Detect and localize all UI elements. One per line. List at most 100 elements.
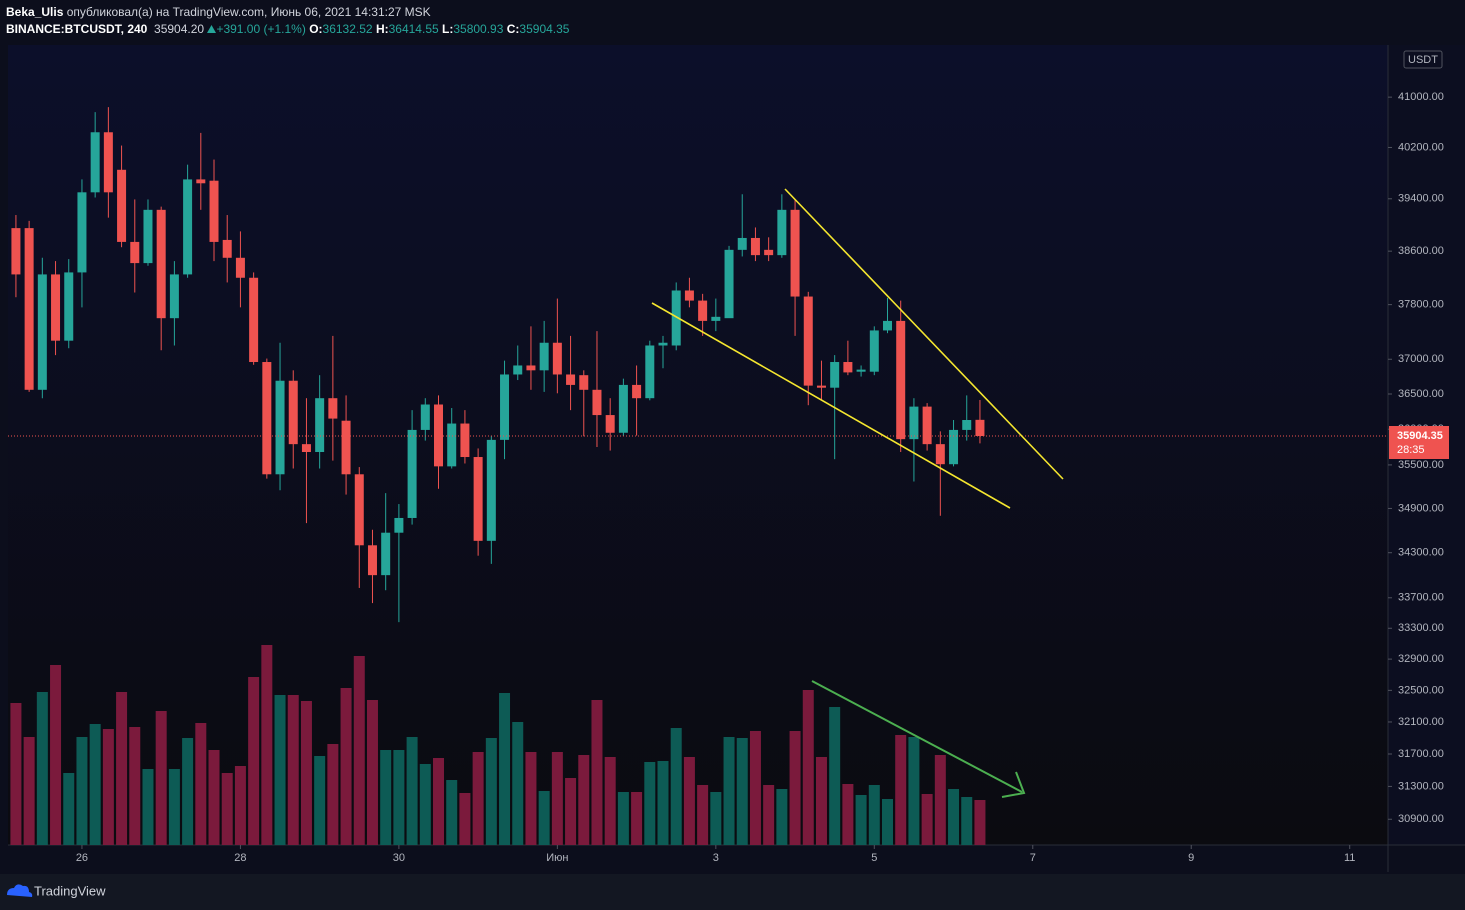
- y-tick-label: 31700.00: [1398, 748, 1444, 760]
- currency-box: [1403, 50, 1443, 69]
- candle-body: [262, 362, 272, 475]
- volume-bar: [287, 695, 299, 845]
- candle-body: [473, 457, 483, 541]
- volume-bar: [129, 727, 141, 845]
- volume-bar: [551, 752, 563, 845]
- volume-bar: [512, 722, 524, 845]
- volume-bar: [749, 731, 761, 845]
- candle-body: [935, 444, 945, 465]
- volume-bar: [472, 752, 484, 845]
- volume-bar: [565, 778, 577, 845]
- y-tick-label: 32100.00: [1398, 716, 1444, 728]
- volume-bar: [327, 744, 339, 845]
- currency: USDT: [1408, 54, 1438, 66]
- drawings: [651, 188, 1064, 798]
- candle-body: [354, 474, 364, 546]
- candle-body: [579, 375, 589, 390]
- volume-bar: [855, 795, 867, 845]
- trend-line: [651, 302, 1011, 509]
- volume-bar: [948, 789, 960, 845]
- volume-bar: [538, 791, 550, 845]
- volume-bar: [419, 764, 431, 845]
- volume-bar: [802, 690, 814, 845]
- trend-arrow: [811, 680, 1023, 793]
- candle-body: [328, 398, 338, 419]
- volume-bar: [868, 785, 880, 845]
- candle-body: [803, 296, 813, 386]
- candle-body: [288, 380, 298, 445]
- candle-body: [447, 423, 457, 467]
- y-tick-label: 31300.00: [1398, 780, 1444, 792]
- y-tick-label: 32900.00: [1398, 653, 1444, 665]
- candle-body: [790, 209, 800, 297]
- x-tick-label: 7: [1030, 852, 1036, 864]
- candle-body: [103, 132, 113, 193]
- volume-bar: [670, 728, 682, 845]
- volume-bar: [182, 738, 194, 845]
- volume-bar: [102, 729, 114, 845]
- header-line: Beka_Ulis опубликовал(а) на TradingView.…: [6, 4, 569, 21]
- candle-body: [420, 404, 430, 430]
- ohlc-key: C:: [506, 22, 520, 36]
- last-price-tag: [1389, 426, 1449, 460]
- volume-bar: [116, 692, 128, 845]
- footer-bar: [0, 874, 1465, 910]
- x-tick-label: 30: [393, 852, 405, 864]
- volume-bar: [168, 769, 180, 845]
- volume-bar: [234, 766, 246, 845]
- volume-bar: [50, 665, 62, 845]
- volume-bar: [36, 692, 48, 845]
- candle-body: [777, 209, 787, 256]
- volume-bar: [710, 792, 722, 845]
- candle-body: [209, 180, 219, 242]
- candle-body: [711, 316, 721, 321]
- y-tick-label: 30900.00: [1398, 813, 1444, 825]
- plot-area: [8, 45, 1388, 845]
- ohlc-key: O:: [309, 22, 323, 36]
- candle-body: [843, 362, 853, 373]
- candle-body: [394, 517, 404, 533]
- x-tick-label: 5: [871, 852, 877, 864]
- volume-bar: [76, 737, 88, 845]
- candle-body: [632, 384, 642, 399]
- volume-bar: [908, 737, 920, 845]
- candle-body: [235, 257, 245, 278]
- volume-bar: [631, 792, 643, 845]
- author: Beka_Ulis: [6, 5, 64, 19]
- y-tick-label: 37800.00: [1398, 299, 1444, 311]
- x-tick-label: 28: [234, 852, 246, 864]
- volume-bar: [842, 784, 854, 845]
- y-tick-label: 32500.00: [1398, 684, 1444, 696]
- candle-body: [552, 342, 562, 375]
- volume-bar: [895, 735, 907, 845]
- y-tick-label: 33300.00: [1398, 622, 1444, 634]
- arrow-head: [1001, 771, 1026, 798]
- candle-body: [724, 249, 734, 319]
- candle-body: [830, 362, 840, 388]
- candle-body: [896, 320, 906, 440]
- y-tick-label: 38600.00: [1398, 245, 1444, 257]
- x-tick-label: 3: [713, 852, 719, 864]
- volume-bar: [155, 711, 167, 845]
- volume-bar: [736, 738, 748, 845]
- candle-body: [922, 406, 932, 445]
- candle-body: [460, 423, 470, 458]
- volume-bar: [604, 757, 616, 845]
- ohlc-value: 35904.35: [519, 22, 570, 36]
- candle-body: [249, 277, 259, 363]
- candle-body: [486, 439, 496, 541]
- volume-bar: [353, 656, 365, 845]
- candle-body: [684, 290, 694, 301]
- candle-body: [592, 389, 602, 416]
- volume-bar: [578, 755, 590, 845]
- volume-bar: [261, 645, 273, 845]
- volume-bar: [300, 701, 312, 845]
- candle-body: [737, 237, 747, 250]
- candle-body: [51, 274, 61, 341]
- header: Beka_Ulis опубликовал(а) на TradingView.…: [6, 4, 569, 38]
- candle-body: [658, 342, 668, 346]
- volume-bar: [380, 750, 392, 845]
- volume-bar: [248, 677, 260, 845]
- volume-bar: [763, 785, 775, 845]
